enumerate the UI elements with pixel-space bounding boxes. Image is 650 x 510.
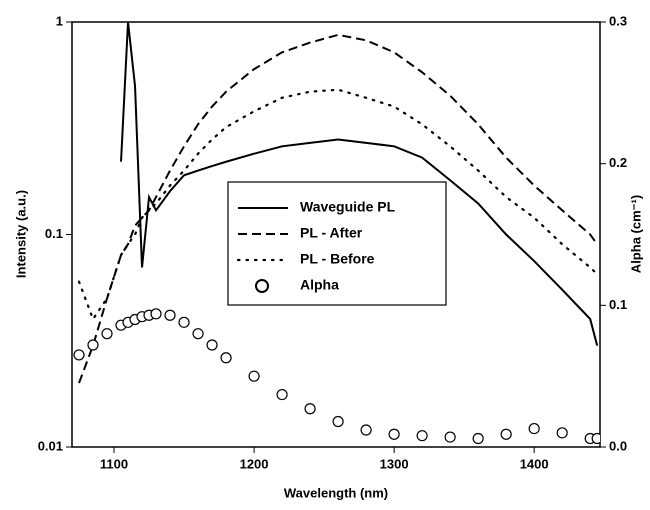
data-point <box>360 424 372 436</box>
data-point <box>192 328 204 340</box>
y-tick-label: 0.1 <box>45 226 63 241</box>
y2-tick-label: 0.2 <box>609 155 627 170</box>
y2-axis-label: Alpha (cm⁻¹) <box>628 195 643 273</box>
data-point <box>556 427 568 439</box>
data-point <box>220 352 232 364</box>
x-tick-label: 1100 <box>100 456 128 471</box>
x-axis-label: Wavelength (nm) <box>284 485 388 500</box>
series-line <box>77 88 599 322</box>
data-point <box>164 309 176 321</box>
data-point <box>150 308 162 320</box>
series-line <box>120 22 599 346</box>
data-point <box>388 428 400 440</box>
y-tick-label: 1 <box>56 13 63 28</box>
legend-label: PL - After <box>300 225 363 241</box>
x-tick-label: 1200 <box>240 456 269 471</box>
data-point <box>73 349 85 361</box>
legend-label: PL - Before <box>300 251 375 267</box>
y-tick-label: 0.01 <box>38 438 63 453</box>
legend-label: Alpha <box>300 277 339 293</box>
legend-symbol <box>255 279 269 293</box>
y2-tick-label: 0.0 <box>609 438 627 453</box>
series-line <box>78 33 599 384</box>
data-point <box>416 430 428 442</box>
legend-label: Waveguide PL <box>300 199 396 215</box>
y2-tick-label: 0.3 <box>609 13 627 28</box>
plot-area <box>73 22 600 445</box>
data-point <box>276 388 288 401</box>
x-tick-label: 1400 <box>520 456 549 471</box>
x-tick-label: 1300 <box>380 456 409 471</box>
data-point <box>178 316 190 328</box>
data-point <box>248 370 260 382</box>
y-axis-label: Intensity (a.u.) <box>13 190 28 278</box>
data-point <box>528 422 540 435</box>
data-point <box>206 339 218 351</box>
data-point <box>101 328 113 340</box>
data-point <box>500 428 512 440</box>
data-point <box>591 432 600 445</box>
data-point <box>444 431 456 443</box>
data-point <box>332 415 344 428</box>
data-point <box>87 339 99 351</box>
y2-tick-label: 0.1 <box>609 297 627 312</box>
data-point <box>472 432 484 445</box>
data-point <box>304 403 316 415</box>
